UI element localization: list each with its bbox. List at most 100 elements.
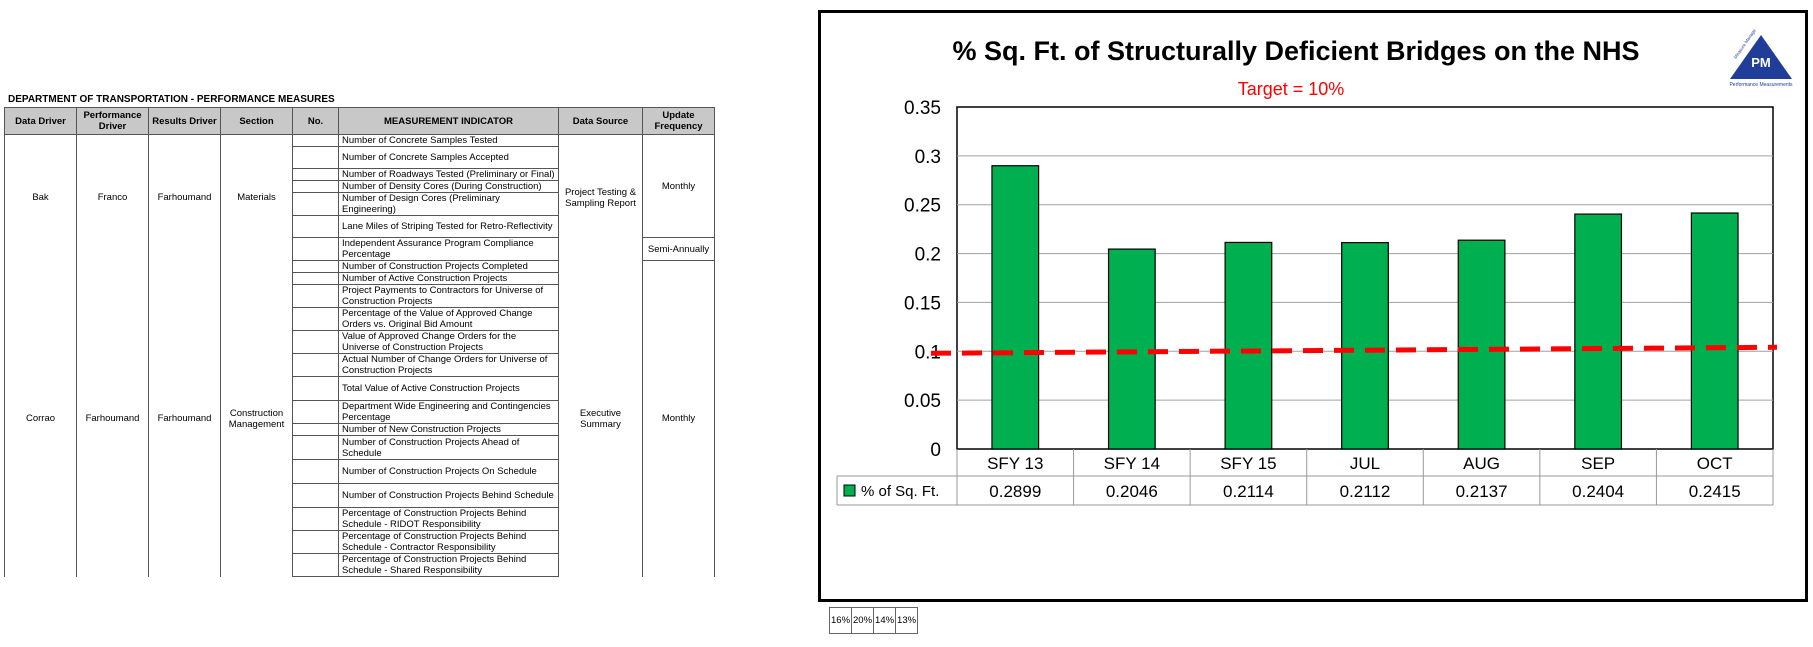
section-cell: Materials [220,134,293,261]
y-tick-label: 0.3 [915,147,941,168]
bar [1457,239,1506,450]
measurement-indicator-cell: Number of Construction Projects Behind S… [338,483,559,508]
measurement-indicator-cell: Number of New Construction Projects [338,423,559,436]
measurement-indicator-cell: Actual Number of Change Orders for Unive… [338,353,559,377]
data-label: 0.2114 [1223,482,1274,501]
table-row: Independent Assurance Program Compliance… [5,237,715,261]
data-source-cell: Executive Summary [558,260,643,577]
y-tick-label: 0.35 [904,98,941,119]
column-header: Performance Driver [76,107,149,135]
x-tick-label: JUL [1350,454,1380,473]
x-tick-label: OCT [1697,454,1733,473]
number-cell [292,215,339,238]
number-cell [292,237,339,261]
measurement-indicator-cell: Number of Construction Projects On Sched… [338,459,559,484]
data-driver-cell: Corrao [4,260,77,577]
update-frequency-cell: Monthly [642,134,715,238]
table-row: Corrao Farhoumand Farhoumand Construction M… [4,260,715,577]
column-header: Update Frequency [642,107,715,135]
x-tick-label: SFY 14 [1104,454,1160,473]
measurement-indicator-cell: Percentage of Construction Projects Behi… [338,530,559,554]
measurement-indicator-cell: Percentage of Construction Projects Behi… [338,553,559,577]
update-frequency-cell: Semi-Annually [642,237,715,261]
data-label: 0.2415 [1689,482,1741,501]
measurement-indicator-cell: Number of Roadways Tested (Preliminary o… [338,168,559,181]
performance-driver-cell: Farhoumand [76,260,149,577]
y-tick-label: 0 [930,440,941,461]
y-tick-label: 0.05 [904,391,941,412]
number-cell [292,180,339,193]
bar [1341,242,1389,450]
update-frequency-cell: Monthly [642,260,715,577]
measurement-indicator-cell: Percentage of Construction Projects Behi… [338,507,559,531]
bar [1107,248,1156,450]
bar [991,165,1040,450]
data-label: 0.2046 [1106,482,1158,501]
strip-cell: 20% [851,607,875,634]
performance-driver-cell: Franco [76,134,149,261]
number-cell [292,530,339,554]
measurement-indicator-cell: Total Value of Active Construction Proje… [338,376,559,401]
measurement-indicator-cell: Number of Design Cores (Preliminary Engi… [338,192,559,216]
number-cell [292,134,339,147]
number-cell [292,483,339,508]
measurement-indicator-cell: Project Payments to Contractors for Univ… [338,284,559,308]
y-tick-label: 0.25 [904,196,941,217]
legend-swatch [843,484,856,497]
table-row: Percentage of Construction Projects Behi… [5,530,715,554]
number-cell [292,553,339,577]
chart-subtitle: Target = 10% [1238,79,1345,99]
data-source-cell: Project Testing & Sampling Report [558,134,643,261]
measurement-indicator-cell: Number of Construction Projects Ahead of… [338,435,559,460]
table-row: Percentage of Construction Projects Behi… [5,553,715,577]
measurement-indicator-cell: Independent Assurance Program Compliance… [338,237,559,261]
number-cell [292,272,339,285]
measurement-indicator-cell: Number of Active Construction Projects [338,272,559,285]
data-label: 0.2899 [989,482,1041,501]
measurement-indicator-cell: Value of Approved Change Orders for the … [338,330,559,354]
data-label: 0.2112 [1340,482,1391,501]
x-tick-label: SFY 15 [1220,454,1276,473]
number-cell [292,146,339,169]
table-row: Department Wide Engineering and Continge… [5,400,715,424]
column-header: No. [292,107,339,135]
number-cell [292,284,339,308]
legend-entry: % of Sq. Ft. [861,483,939,500]
chart-panel: % Sq. Ft. of Structurally Deficient Brid… [818,10,1808,602]
x-tick-label: AUG [1463,454,1500,473]
table-row: Percentage of Construction Projects Behi… [5,507,715,531]
measurement-indicator-cell: Department Wide Engineering and Continge… [338,400,559,424]
y-tick-label: 0.15 [904,293,941,314]
table-row: Percentage of the Value of Approved Chan… [5,307,715,331]
number-cell [292,168,339,181]
bar [1224,241,1273,450]
logo-caption: Performance Measurements [1729,82,1793,88]
section-cell: Construction Management [220,260,293,577]
measurement-indicator-cell: Lane Miles of Striping Tested for Retro-… [338,215,559,238]
table-row: Number of Construction Projects Ahead of… [5,435,715,460]
bottom-strip: 16% 20% 14% 13% [828,607,919,634]
measurement-indicator-cell: Number of Concrete Samples Tested [338,134,559,147]
strip-cell: 13% [895,607,919,634]
measurement-indicator-cell: Number of Construction Projects Complete… [338,260,559,273]
logo-letters: PM [1751,55,1771,70]
sheet-title: DEPARTMENT OF TRANSPORTATION - PERFORMAN… [8,94,335,105]
table-row: Bak Franco Farhoumand Materials Number of Co… [4,134,715,261]
strip-cell: 16% [828,607,853,634]
number-cell [292,435,339,460]
data-label: 0.2137 [1456,482,1508,501]
number-cell [292,330,339,354]
data-driver-cell: Bak [4,134,77,261]
number-cell [292,307,339,331]
x-tick-label: SEP [1581,454,1615,473]
data-label: 0.2404 [1572,482,1624,501]
number-cell [292,507,339,531]
number-cell [292,192,339,216]
measurement-indicator-cell: Number of Density Cores (During Construc… [338,180,559,193]
column-header: Data Driver [4,107,77,135]
spreadsheet: DEPARTMENT OF TRANSPORTATION - PERFORMAN… [0,0,919,647]
measurement-indicator-cell: Percentage of the Value of Approved Chan… [338,307,559,331]
bar [1690,212,1739,450]
column-header: MEASUREMENT INDICATOR [338,107,559,135]
performance-measures-table: Data Driver Performance Driver Results Dri… [4,107,715,577]
